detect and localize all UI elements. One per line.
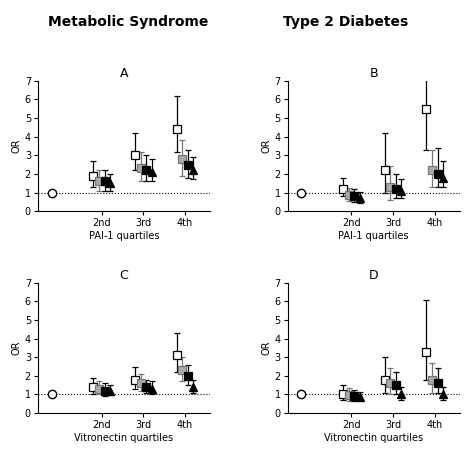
Y-axis label: OR: OR [12, 139, 22, 153]
Title: A: A [120, 66, 128, 79]
Title: B: B [369, 66, 378, 79]
Text: Metabolic Syndrome: Metabolic Syndrome [48, 15, 208, 30]
X-axis label: Vitronectin quartiles: Vitronectin quartiles [324, 433, 423, 443]
Y-axis label: OR: OR [262, 341, 272, 355]
Y-axis label: OR: OR [12, 341, 22, 355]
X-axis label: PAI-1 quartiles: PAI-1 quartiles [89, 231, 159, 241]
Text: Type 2 Diabetes: Type 2 Diabetes [283, 15, 409, 30]
Title: D: D [369, 269, 379, 282]
X-axis label: Vitronectin quartiles: Vitronectin quartiles [74, 433, 173, 443]
Title: C: C [119, 269, 128, 282]
Y-axis label: OR: OR [262, 139, 272, 153]
X-axis label: PAI-1 quartiles: PAI-1 quartiles [338, 231, 409, 241]
